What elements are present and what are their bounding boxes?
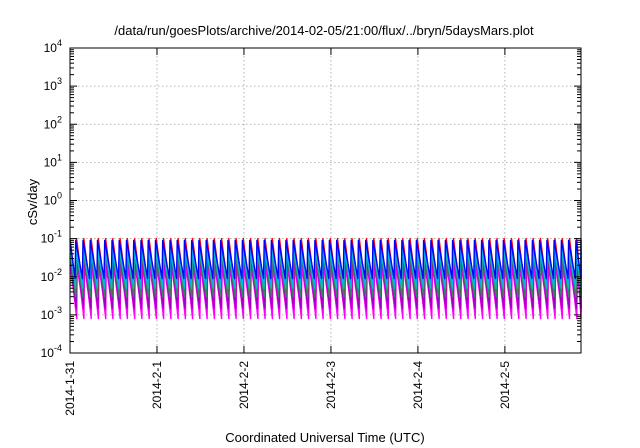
y-tick-label: 102 bbox=[44, 114, 62, 131]
y-tick-label: 101 bbox=[44, 152, 62, 169]
y-tick-label: 100 bbox=[44, 191, 62, 208]
y-tick-label: 10-1 bbox=[41, 229, 62, 246]
series-group bbox=[69, 237, 582, 320]
y-tick-label: 10-4 bbox=[41, 343, 62, 360]
x-tick-label: 2014-2-1 bbox=[150, 361, 164, 409]
y-tick-label: 104 bbox=[44, 38, 62, 55]
y-tick-label: 10-2 bbox=[41, 267, 62, 284]
x-tick-label: 2014-1-31 bbox=[63, 361, 77, 416]
x-tick-label: 2014-2-4 bbox=[411, 361, 425, 409]
y-axis-label: cSv/day bbox=[25, 178, 40, 225]
y-tick-label: 103 bbox=[44, 76, 62, 93]
x-axis: 2014-1-31 2014-2-1 2014-2-2 2014-2-3 2014-2-… bbox=[63, 48, 512, 416]
y-axis: 10-4 10-3 10-2 10-1 100 101 102 103 104 bbox=[41, 38, 581, 360]
series-line bbox=[69, 239, 582, 280]
x-tick-label: 2014-2-5 bbox=[498, 361, 512, 409]
x-tick-label: 2014-2-2 bbox=[237, 361, 251, 409]
x-tick-label: 2014-2-3 bbox=[324, 361, 338, 409]
y-tick-label: 10-3 bbox=[41, 305, 62, 322]
chart-title: /data/run/goesPlots/archive/2014-02-05/2… bbox=[114, 23, 534, 38]
x-axis-label: Coordinated Universal Time (UTC) bbox=[225, 430, 424, 445]
